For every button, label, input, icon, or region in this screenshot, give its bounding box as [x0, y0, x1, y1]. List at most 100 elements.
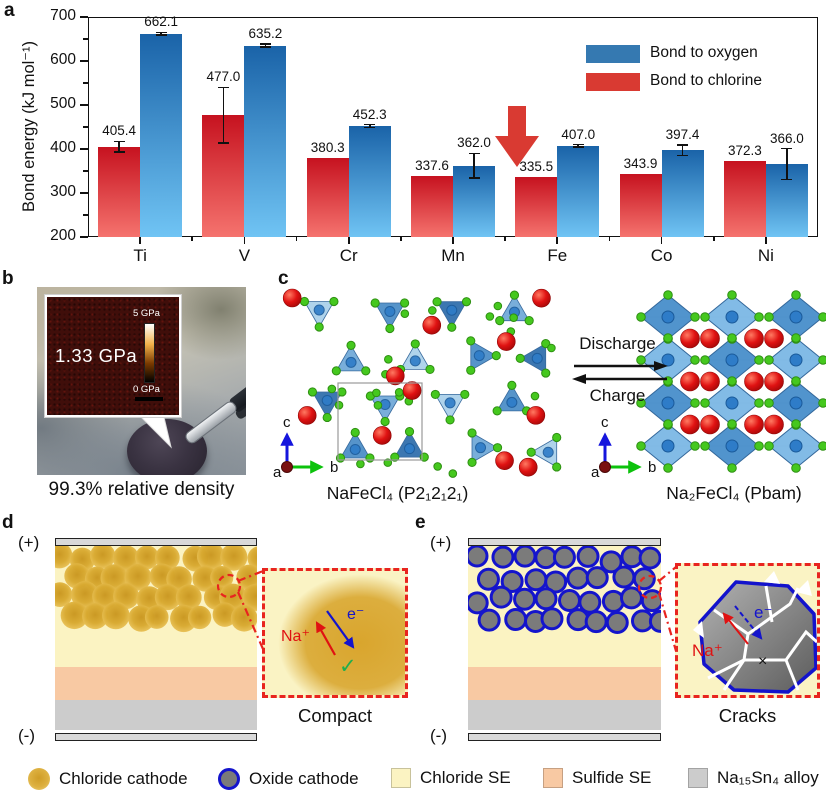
na-ion-label: Na⁺	[281, 628, 310, 645]
x-tick	[452, 237, 454, 244]
reaction-arrows	[572, 361, 668, 384]
bar-oxygen-Fe	[557, 145, 600, 237]
scale-max-label: 5 GPa	[133, 308, 160, 319]
error-cap	[113, 140, 125, 143]
x-tick-label: Cr	[339, 246, 358, 265]
error-cap	[155, 31, 167, 34]
error-bar	[681, 144, 684, 156]
compact-label: Compact	[297, 705, 373, 726]
bar-value-label: 407.0	[561, 126, 596, 142]
error-cap	[572, 146, 584, 149]
bar-oxygen-Co	[661, 150, 704, 237]
afm-modulus-inset: 1.33 GPa 5 GPa 0 GPa	[45, 295, 181, 417]
error-cap	[364, 126, 376, 129]
bar-value-label: 366.0	[769, 130, 804, 146]
legend-label: Chloride SE	[420, 768, 511, 787]
bar-value-label: 380.3	[310, 139, 345, 155]
alloy-layer-d	[55, 700, 257, 730]
error-cap	[217, 86, 229, 89]
fe-highlight-arrow-icon	[495, 106, 540, 167]
x-tick	[556, 237, 559, 244]
na-ion-arrow	[315, 621, 336, 656]
x-tick-label: Ni	[757, 246, 774, 265]
chloride-se-icon	[391, 768, 411, 788]
oxide-cathode-icon	[218, 768, 240, 790]
sulfide-se-layer-d	[55, 667, 257, 700]
discharge-label: Discharge	[579, 334, 656, 353]
x-tick	[765, 237, 767, 244]
legend-label: Chloride cathode	[59, 769, 188, 788]
bar-chlorine-Ti	[98, 146, 141, 237]
bar-value-label: 337.6	[415, 158, 449, 174]
error-bar	[368, 124, 371, 128]
x-tick-label: Ti	[133, 246, 147, 265]
legend-item-alloy: Na₁₅Sn₄ alloy	[688, 768, 819, 788]
y-tick-label: 700	[50, 7, 76, 24]
crystal-structures: c b a c b a	[273, 288, 826, 481]
panel-label-a: a	[4, 0, 15, 21]
legend-item-sulfide-se: Sulfide SE	[543, 768, 651, 788]
y-tick	[80, 16, 88, 18]
error-bar	[160, 32, 162, 35]
current-collector-bottom-d	[55, 733, 257, 741]
y-tick	[83, 82, 88, 84]
alloy-layer-e	[468, 700, 661, 730]
bond-energy-chart: 200 300 400 500 600 700 Ti V Cr Mn Fe Co Ni 405.4 477.…	[0, 0, 826, 266]
x-minor-tick	[608, 237, 611, 241]
electron-label: e⁻	[347, 606, 364, 623]
bar-value-label: 362.0	[457, 135, 491, 151]
bar-value-label: 405.4	[102, 123, 137, 139]
panel-label-e: e	[415, 512, 426, 533]
bar-chlorine-Co	[619, 173, 662, 237]
bar-value-label: 477.0	[206, 69, 241, 85]
error-cap	[468, 177, 480, 179]
bar-value-label: 372.3	[727, 143, 762, 159]
chloride-cathode-particles	[55, 546, 257, 633]
bar-value-label: 397.4	[665, 126, 700, 142]
bar-value-label: 635.2	[248, 26, 283, 42]
x-tick-label: Fe	[547, 246, 568, 265]
x-minor-tick	[504, 237, 506, 241]
y-tick	[83, 126, 88, 128]
y-tick-label: 200	[50, 227, 76, 244]
oxide-cathode-particles	[468, 546, 661, 635]
x-tick-label: Co	[650, 246, 673, 265]
check-icon: ✓	[339, 655, 357, 678]
legend-label: Sulfide SE	[572, 768, 652, 787]
sulfide-se-layer-e	[468, 667, 661, 700]
electron-arrow	[734, 605, 763, 640]
x-tick	[660, 237, 663, 244]
error-cap	[259, 46, 271, 48]
compact-particle	[265, 571, 405, 695]
y-tick-label: 300	[50, 183, 76, 200]
na-ion-arrow	[722, 612, 749, 645]
svg-text:c: c	[601, 414, 609, 431]
panel-label-d: d	[2, 512, 14, 533]
svg-text:a: a	[273, 464, 282, 481]
bar-value-label: 662.1	[144, 14, 179, 30]
sulfide-se-icon	[543, 768, 563, 788]
legend-label: Na₁₅Sn₄ alloy	[717, 768, 819, 787]
error-cap	[468, 152, 480, 155]
positive-terminal-d: (+)	[18, 533, 40, 552]
blocked-cross-icon: ×	[758, 653, 767, 670]
x-tick-label: V	[238, 246, 251, 265]
y-tick	[80, 104, 88, 106]
current-collector-bottom-e	[468, 733, 661, 741]
svg-text:b: b	[330, 459, 338, 476]
x-minor-tick	[295, 237, 298, 241]
cracks-inset: Na⁺ e⁻ ×	[675, 563, 820, 698]
y-tick	[80, 148, 88, 150]
bar-oxygen-V	[244, 45, 287, 237]
x-tick	[347, 237, 350, 244]
error-bar	[577, 144, 580, 148]
cracks-label: Cracks	[718, 705, 777, 726]
pellet-photo: 1.33 GPa 5 GPa 0 GPa	[37, 287, 246, 475]
negative-terminal-e: (-)	[430, 726, 447, 745]
error-cap	[677, 144, 689, 146]
x-tick-label: Mn	[441, 246, 465, 265]
error-cap	[572, 143, 584, 146]
nafecl4-formula: NaFeCl₄ (P2₁2₁2₁)	[326, 483, 469, 503]
bar-oxygen-Cr	[348, 125, 391, 237]
y-tick	[80, 192, 88, 194]
